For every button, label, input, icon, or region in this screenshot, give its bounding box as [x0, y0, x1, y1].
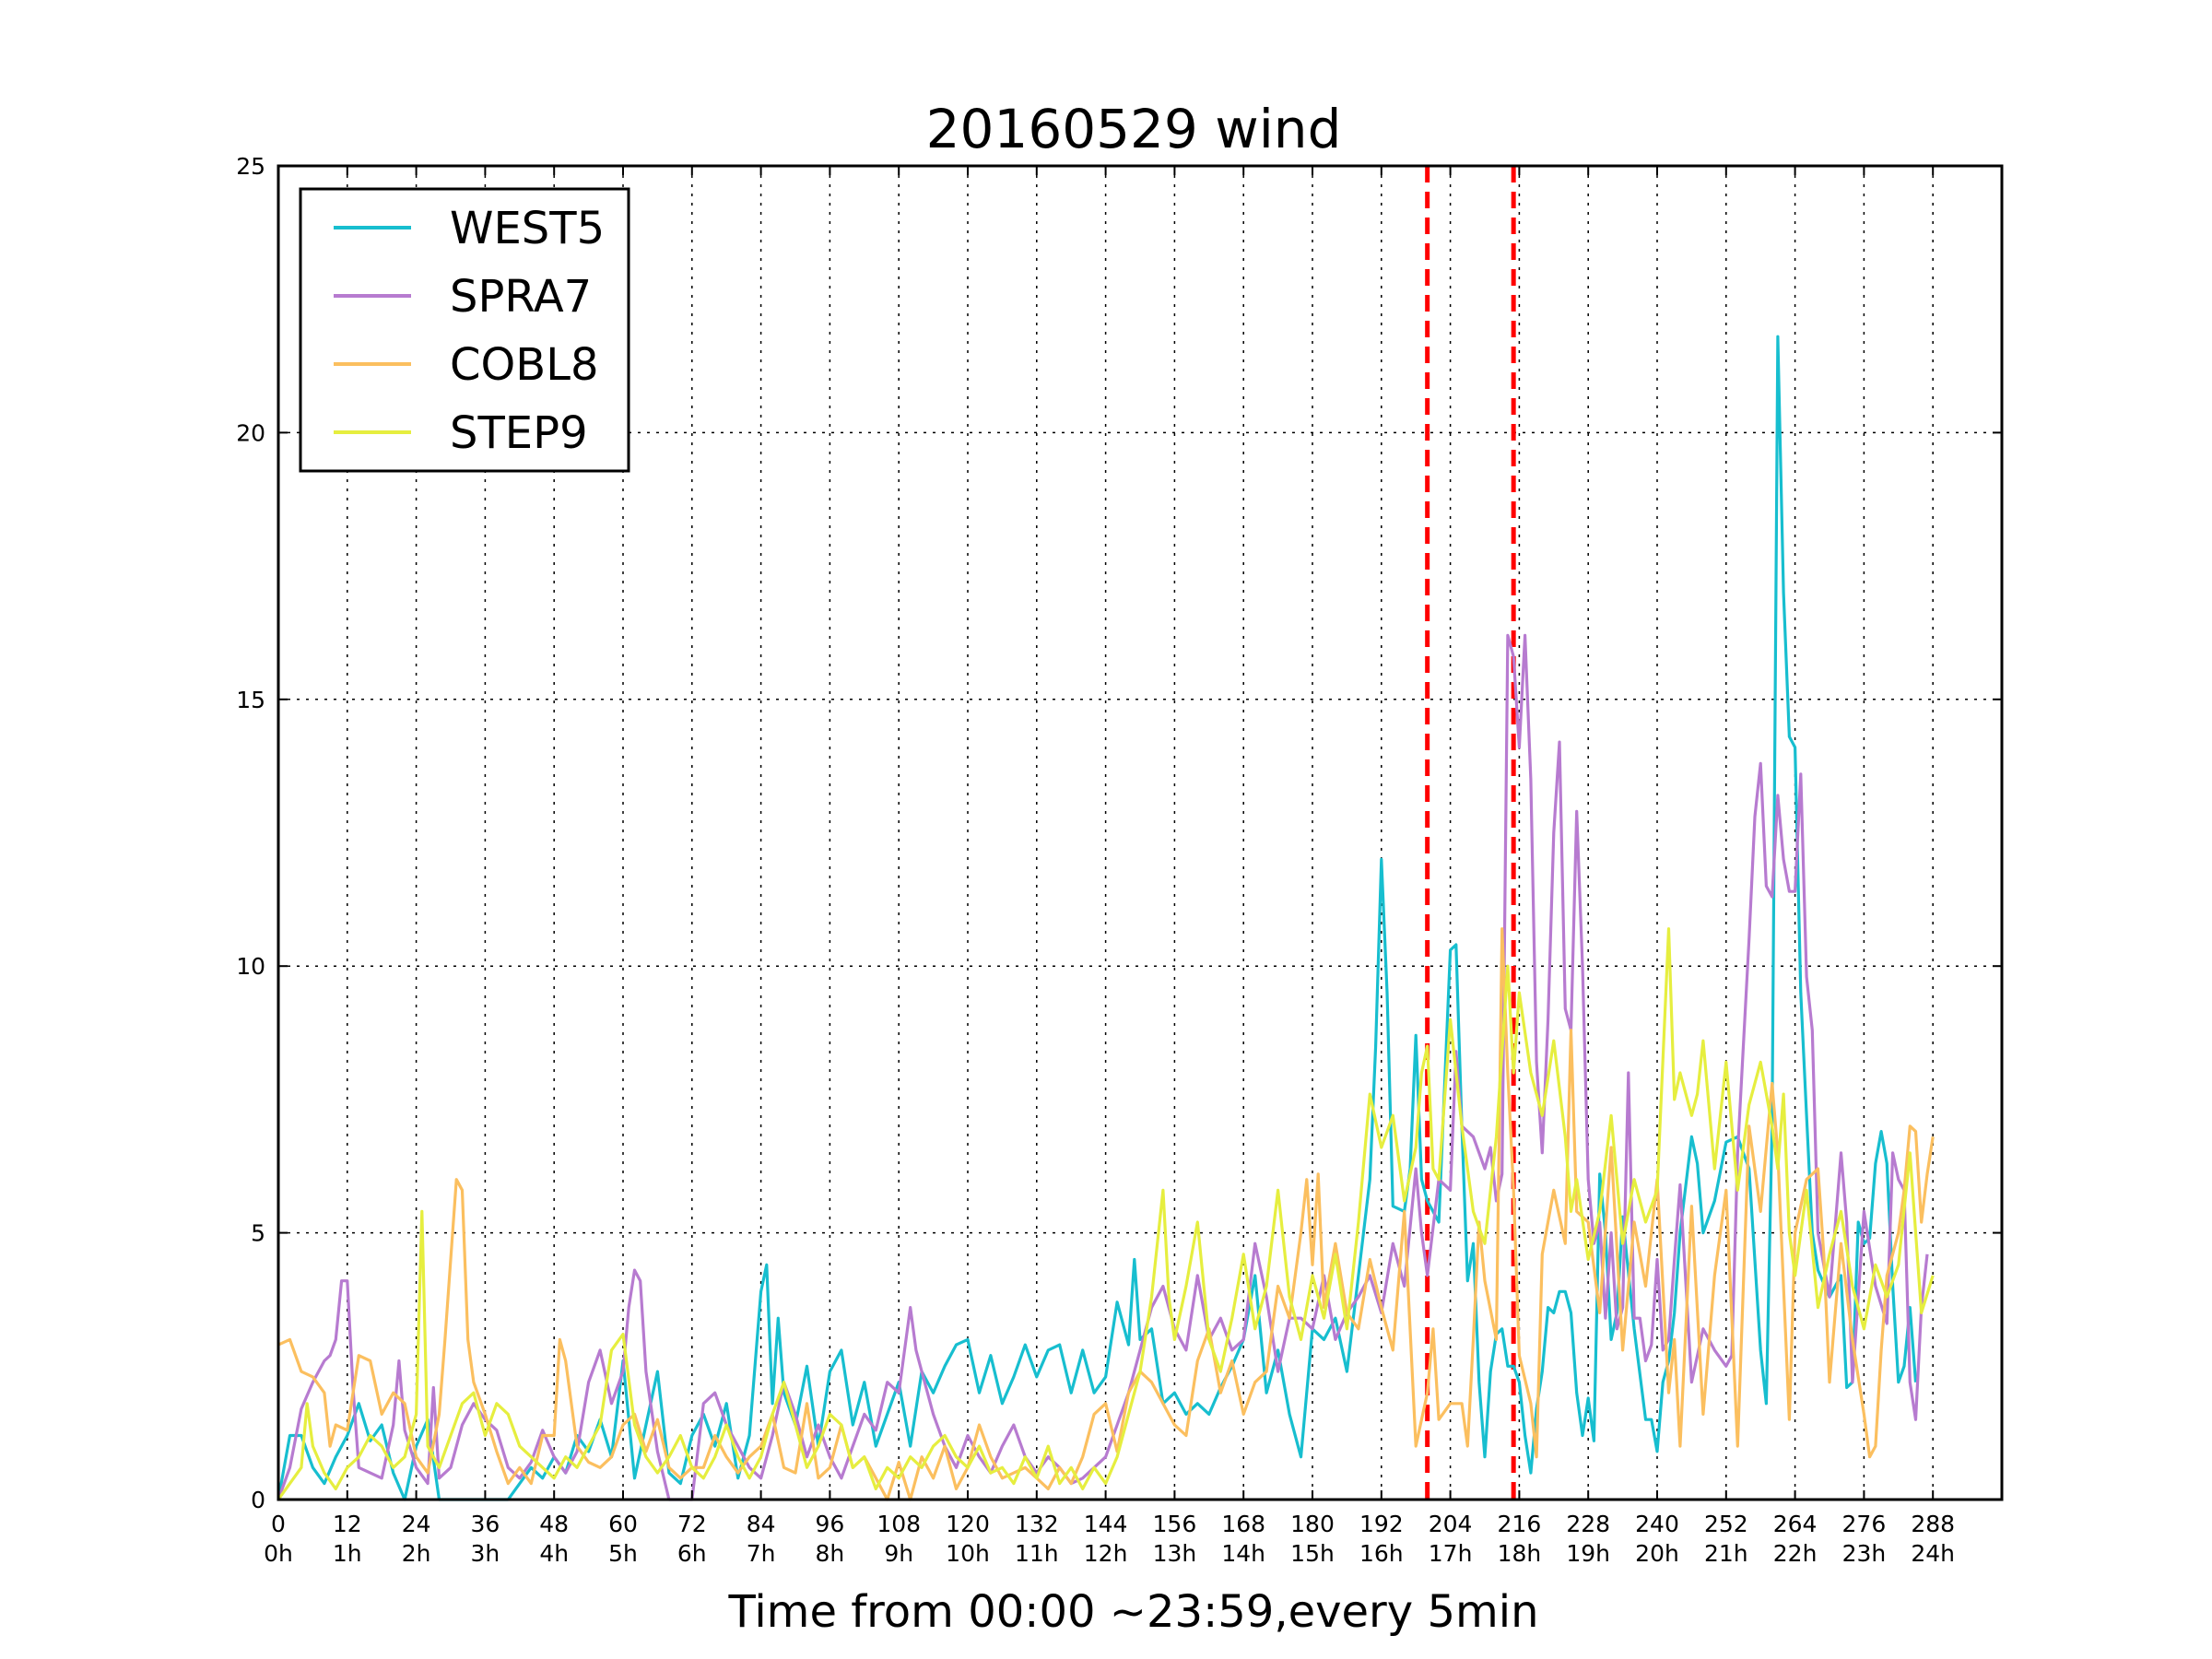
- x-tick-label: 276: [1842, 1511, 1887, 1537]
- y-tick-label: 25: [236, 153, 265, 180]
- legend-box: [299, 187, 630, 473]
- x-tick-label: 0: [271, 1511, 286, 1537]
- x-tick-label: 108: [877, 1511, 921, 1537]
- x-tick-hour-label: 16h: [1359, 1540, 1404, 1567]
- x-tick-hour-label: 12h: [1084, 1540, 1128, 1567]
- x-tick-hour-label: 13h: [1153, 1540, 1197, 1567]
- x-tick-label: 60: [608, 1511, 638, 1537]
- x-tick-hour-label: 5h: [608, 1540, 638, 1567]
- x-tick-hour-label: 15h: [1290, 1540, 1335, 1567]
- x-tick-hour-label: 8h: [816, 1540, 845, 1567]
- y-tick-label: 5: [251, 1220, 265, 1247]
- x-tick-hour-label: 24h: [1911, 1540, 1955, 1567]
- x-tick-label: 228: [1566, 1511, 1610, 1537]
- x-tick-label: 288: [1911, 1511, 1955, 1537]
- chart-title: 20160529 wind: [926, 98, 1342, 160]
- x-tick-hour-label: 11h: [1015, 1540, 1059, 1567]
- x-tick-hour-label: 2h: [402, 1540, 431, 1567]
- x-tick-label: 120: [946, 1511, 990, 1537]
- x-tick-hour-label: 22h: [1773, 1540, 1818, 1567]
- legend-label: WEST5: [450, 203, 605, 254]
- x-tick-hour-label: 7h: [747, 1540, 776, 1567]
- x-tick-hour-label: 9h: [884, 1540, 913, 1567]
- x-tick-label: 132: [1015, 1511, 1059, 1537]
- x-axis-label: Time from 00:00 ~23:59,every 5min: [728, 1586, 1539, 1638]
- event-markers: [1425, 166, 1516, 1500]
- x-tick-label: 84: [747, 1511, 776, 1537]
- series-line-cobl8: [277, 927, 1935, 1501]
- series-line-west5: [276, 335, 1918, 1501]
- x-tick-label: 156: [1153, 1511, 1197, 1537]
- x-tick-hour-label: 0h: [264, 1540, 293, 1567]
- legend-label: COBL8: [450, 339, 599, 391]
- x-tick-hour-label: 10h: [946, 1540, 990, 1567]
- y-tick-label: 20: [236, 419, 265, 446]
- x-tick-hour-label: 23h: [1842, 1540, 1887, 1567]
- x-tick-label: 264: [1773, 1511, 1818, 1537]
- series-line-step9: [276, 927, 1935, 1500]
- x-tick-label: 252: [1704, 1511, 1748, 1537]
- x-tick-hour-label: 6h: [677, 1540, 707, 1567]
- plot-frame: [276, 164, 2004, 1501]
- legend-label: STEP9: [450, 407, 588, 459]
- x-tick-label: 204: [1429, 1511, 1473, 1537]
- x-tick-label: 12: [333, 1511, 362, 1537]
- x-tick-hour-label: 14h: [1221, 1540, 1265, 1567]
- x-tick-label: 216: [1498, 1511, 1542, 1537]
- x-tick-hour-label: 20h: [1635, 1540, 1679, 1567]
- x-tick-label: 192: [1359, 1511, 1404, 1537]
- x-tick-label: 36: [470, 1511, 500, 1537]
- x-tick-hour-label: 19h: [1566, 1540, 1610, 1567]
- series-line-spra7: [276, 633, 1929, 1501]
- x-tick-label: 96: [815, 1511, 844, 1537]
- x-tick-label: 240: [1635, 1511, 1679, 1537]
- legend-label: SPRA7: [450, 271, 592, 323]
- series-lines: [276, 335, 1935, 1501]
- x-tick-hour-label: 17h: [1429, 1540, 1473, 1567]
- x-tick-label: 180: [1290, 1511, 1335, 1537]
- x-tick-hour-label: 3h: [471, 1540, 500, 1567]
- x-tick-hour-label: 1h: [333, 1540, 362, 1567]
- y-tick-label: 0: [251, 1487, 265, 1513]
- x-tick-label: 144: [1084, 1511, 1128, 1537]
- y-tick-label: 15: [236, 687, 265, 713]
- x-tick-label: 72: [677, 1511, 707, 1537]
- x-tick-hour-label: 18h: [1498, 1540, 1542, 1567]
- x-tick-hour-label: 21h: [1704, 1540, 1748, 1567]
- y-tick-label: 10: [236, 953, 265, 980]
- x-tick-hour-label: 4h: [539, 1540, 569, 1567]
- legend: WEST5 SPRA7 COBL8 STEP9: [299, 187, 630, 473]
- y-axis: 0 5 10 15 20 25: [236, 153, 2002, 1513]
- x-tick-label: 168: [1221, 1511, 1265, 1537]
- x-tick-label: 48: [539, 1511, 569, 1537]
- x-tick-label: 24: [402, 1511, 431, 1537]
- x-axis: 0 0h 12 1h 24 2h 36 3h 48 4h 60 5h 72 6h 84 7h 96 8h 108 9h…: [264, 166, 1955, 1567]
